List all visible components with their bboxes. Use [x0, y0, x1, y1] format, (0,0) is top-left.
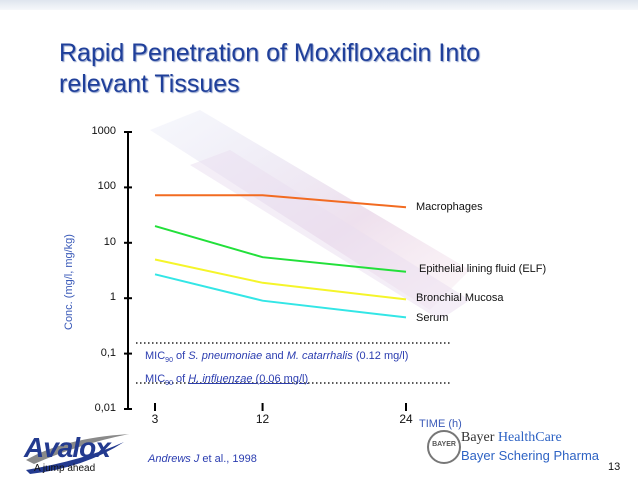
mic-label-1: MIC90 of S. pneumoniae and M. catarrhali…: [145, 350, 409, 365]
x-tick-label: 12: [255, 412, 270, 426]
y-tick-label: 100: [97, 180, 116, 193]
slide-top-bar: [0, 0, 638, 10]
x-axis-label: TIME (h): [419, 418, 462, 430]
y-tick-label: 1000: [91, 125, 116, 137]
y-tick-label: 0,01: [94, 402, 116, 414]
series-line-3: [154, 258, 407, 301]
avalox-tagline: A jump ahead: [34, 463, 96, 474]
series-label-3: Bronchial Mucosa: [416, 292, 504, 304]
x-tick-label: 24: [399, 412, 413, 426]
series-line-1: [155, 194, 407, 209]
bayer-schering-text: Bayer Schering Pharma: [461, 448, 600, 463]
source-citation: Andrews J et al., 1998: [148, 453, 257, 465]
y-tick-label: 10: [103, 235, 116, 248]
y-tick-label: 1: [109, 291, 116, 304]
slide-title: Rapid Penetration of Moxifloxacin Into r…: [59, 38, 599, 100]
avalox-logo: Avalox: [24, 432, 111, 463]
slide-title-line-1: Rapid Penetration of Moxifloxacin Into: [59, 39, 481, 67]
page-number: 13: [608, 461, 621, 473]
series-label-2: Epithelial lining fluid (ELF): [419, 263, 547, 275]
y-axis-label: Conc. (mg/l, mg/kg): [63, 234, 75, 330]
series-label-4: Serum: [416, 312, 449, 324]
series-label-1: Macrophages: [416, 201, 483, 213]
x-tick-label: 3: [151, 412, 159, 426]
series-line-2: [154, 225, 407, 273]
slide-title-line-2: relevant Tissues: [59, 70, 240, 98]
avalox-swoosh-icon: [26, 434, 129, 474]
bayer-healthcare-text: Bayer HealthCare: [461, 430, 562, 445]
y-tick-label: 0,1: [100, 346, 116, 359]
background-swoosh-2: [190, 150, 470, 320]
mic-label-2: MIC90 of H. influenzae (0.06 mg/l): [145, 373, 309, 388]
series-line-4: [154, 273, 407, 319]
bayer-cross-logo: BAYER: [427, 430, 461, 464]
